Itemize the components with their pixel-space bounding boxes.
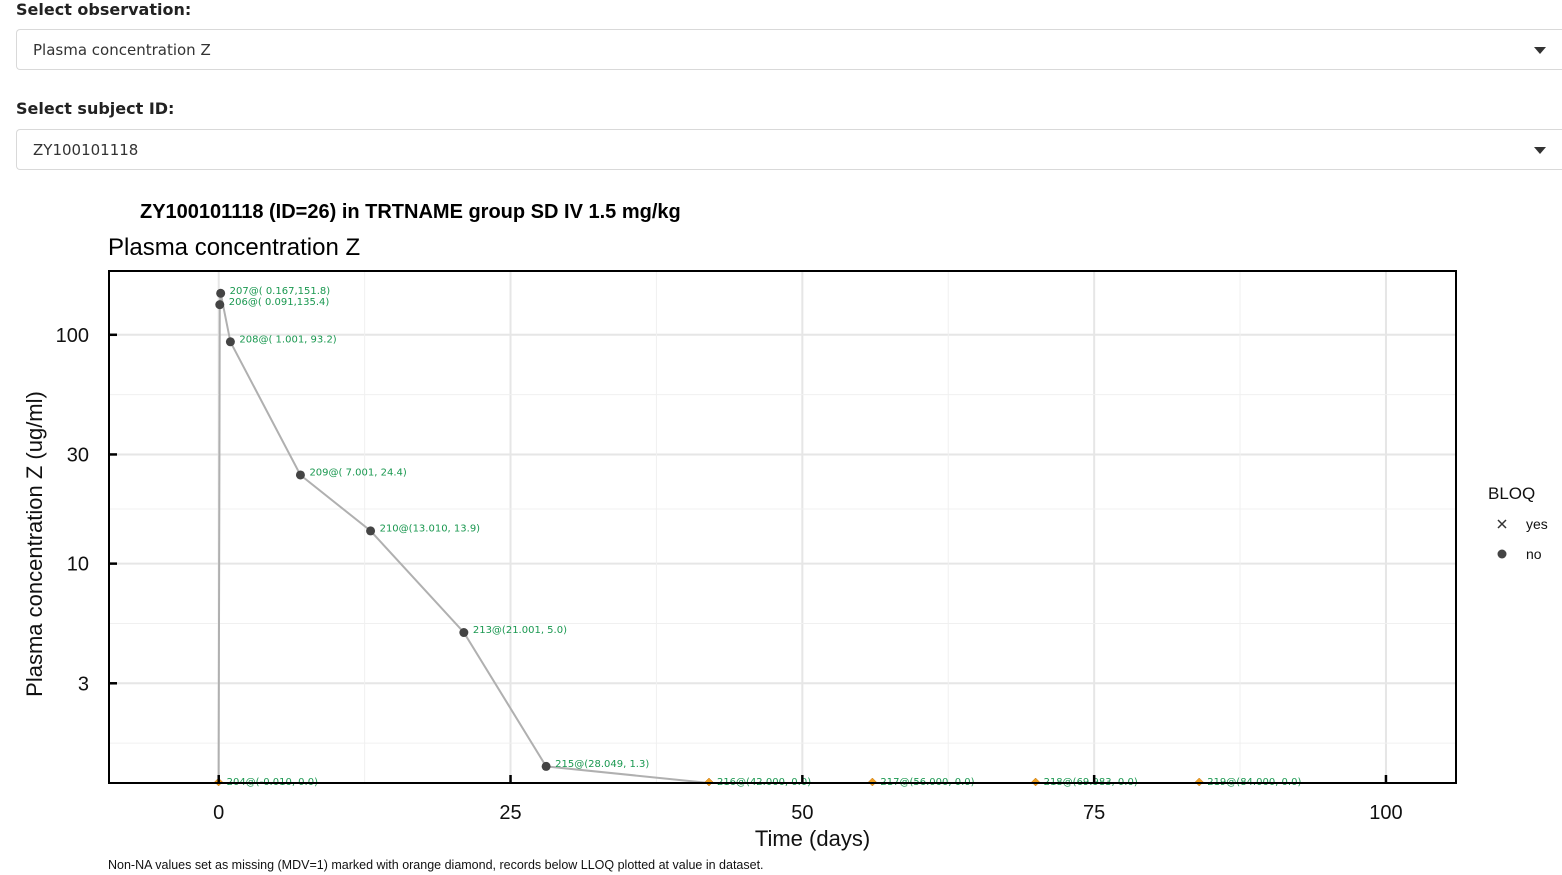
subject-select-value: ZY100101118 (33, 141, 139, 159)
data-point-label: 215@(28.049, 1.3) (555, 759, 649, 770)
legend-circle-icon (1497, 549, 1507, 559)
x-tick-label: 25 (499, 802, 521, 824)
x-tick-label: 0 (213, 802, 224, 824)
legend-title: BLOQ (1488, 484, 1535, 503)
legend-label-yes: yes (1526, 516, 1548, 532)
legend-x-icon (1497, 519, 1507, 529)
plot-panel (109, 271, 1456, 783)
data-point-label: 209@( 7.001, 24.4) (309, 467, 406, 478)
data-point-label: 210@(13.010, 13.9) (380, 523, 481, 534)
panel-border (108, 270, 1457, 784)
data-point (459, 628, 469, 638)
chart-subtitle: Plasma concentration Z (108, 234, 360, 261)
subject-select[interactable]: ZY100101118 (16, 129, 1562, 170)
y-tick-label: 100 (56, 325, 89, 347)
concentration-time-plot: ZY100101118 (ID=26) in TRTNAME group SD … (22, 201, 1548, 851)
chart-title: ZY100101118 (ID=26) in TRTNAME group SD … (140, 201, 681, 223)
data-point-label: 208@( 1.001, 93.2) (239, 334, 336, 345)
data-point (295, 470, 305, 480)
observation-select[interactable]: Plasma concentration Z (16, 29, 1562, 70)
data-point (225, 337, 235, 347)
chevron-down-icon (1534, 147, 1546, 154)
y-axis-title: Plasma concentration Z (ug/ml) (22, 391, 47, 697)
y-tick-label: 10 (67, 554, 89, 576)
x-tick-label: 75 (1083, 802, 1105, 824)
data-point-label: 206@( 0.091,135.4) (229, 297, 330, 308)
x-tick-label: 50 (791, 802, 813, 824)
plot-caption: Non-NA values set as missing (MDV=1) mar… (108, 858, 764, 872)
data-point (541, 761, 551, 771)
data-point-label: 213@(21.001, 5.0) (473, 625, 567, 636)
legend-label-no: no (1526, 546, 1542, 562)
y-tick-label: 30 (67, 444, 89, 466)
data-point (216, 288, 226, 298)
subject-label: Select subject ID: (16, 99, 175, 118)
x-tick-label: 100 (1369, 802, 1402, 824)
observation-label: Select observation: (16, 0, 192, 19)
data-point (215, 300, 225, 310)
y-tick-label: 3 (78, 673, 89, 695)
data-point-label: 207@( 0.167,151.8) (230, 286, 331, 297)
chevron-down-icon (1534, 47, 1546, 54)
x-axis-title: Time (days) (755, 826, 870, 851)
data-point (366, 526, 376, 536)
observation-select-value: Plasma concentration Z (33, 41, 211, 59)
